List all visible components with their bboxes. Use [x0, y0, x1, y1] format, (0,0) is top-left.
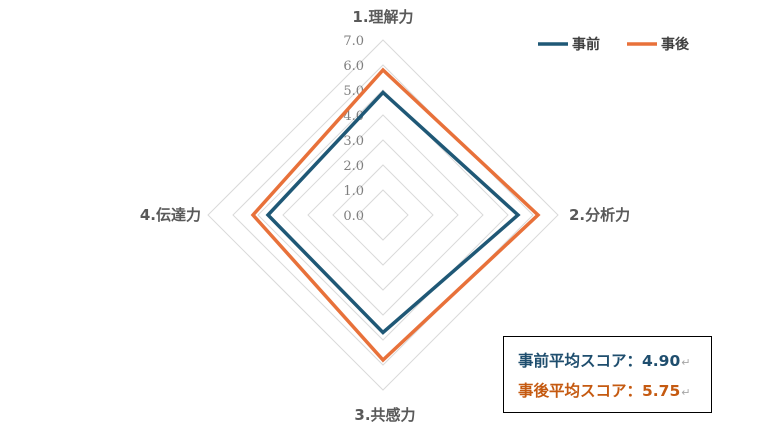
- legend-label: 事前: [572, 36, 600, 53]
- axis-labels: 1.理解力 2.分析力 3.共感力 4.伝達力: [140, 8, 630, 424]
- tick-label: 7.0: [343, 34, 364, 49]
- series-layer: [250, 67, 541, 363]
- grid-ring: [232, 64, 534, 366]
- tick-label: 3.0: [343, 134, 364, 149]
- return-mark: ↵: [681, 356, 691, 369]
- grid-ring: [357, 189, 409, 241]
- before-average-label: 事前平均スコア：4.90: [518, 352, 681, 370]
- tick-label: 1.0: [343, 184, 364, 199]
- axis-label: 2.分析力: [569, 206, 630, 224]
- tick-label: 0.0: [343, 209, 364, 224]
- tick-label: 6.0: [343, 59, 364, 74]
- before-average-score: 事前平均スコア：4.90↵: [518, 347, 711, 377]
- axis-label: 3.共感力: [354, 406, 415, 424]
- radial-tick-labels: 0.01.02.03.04.05.06.07.0: [343, 34, 364, 224]
- grid-ring: [332, 164, 434, 266]
- axis-label: 4.伝達力: [140, 206, 201, 224]
- legend: 事前 事後: [538, 36, 690, 53]
- grid-ring: [282, 114, 484, 316]
- after-average-label: 事後平均スコア：5.75: [518, 382, 681, 400]
- grid-ring: [207, 39, 559, 391]
- grid-ring: [307, 139, 459, 291]
- legend-label: 事後: [661, 36, 690, 53]
- after-average-score: 事後平均スコア：5.75↵: [518, 377, 711, 407]
- tick-label: 2.0: [343, 159, 364, 174]
- average-score-box: 事前平均スコア：4.90↵ 事後平均スコア：5.75↵: [503, 336, 712, 413]
- return-mark: ↵: [681, 386, 691, 399]
- axis-label: 1.理解力: [352, 8, 413, 26]
- grid-ring: [257, 89, 509, 341]
- series-line-after: [250, 67, 541, 363]
- series-line-before: [265, 90, 521, 335]
